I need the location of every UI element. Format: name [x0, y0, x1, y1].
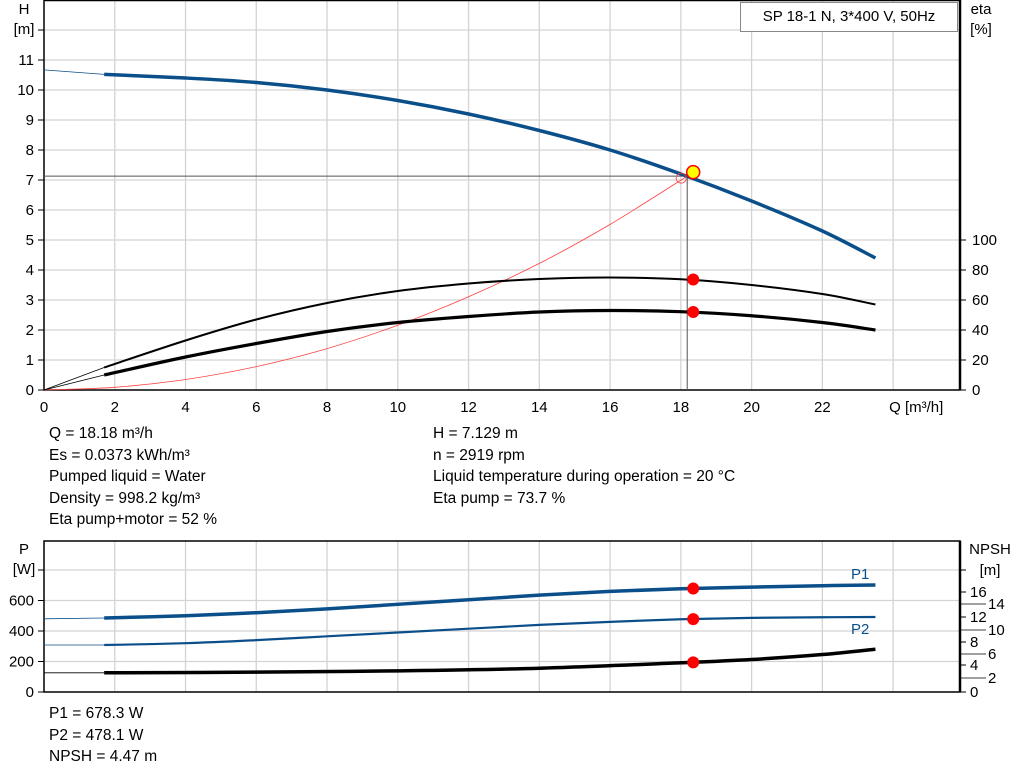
info-eta-total: Eta pump+motor = 52 %	[49, 511, 218, 528]
y2-tick-label: 40	[972, 322, 989, 339]
p1-curve	[104, 583, 876, 620]
y2-axis-label: eta	[971, 1, 993, 18]
y-tick-label: 7	[26, 172, 34, 189]
p1-marker	[687, 582, 700, 595]
npsh-tick-label: 12	[970, 609, 987, 626]
info-npsh: NPSH = 4.47 m	[49, 748, 158, 765]
eta-total-marker	[687, 306, 700, 318]
eta-pump-marker	[687, 273, 700, 286]
x-tick-label: 14	[531, 399, 548, 416]
y-tick-label: 1	[26, 352, 34, 369]
x-tick-label: 4	[181, 399, 189, 416]
x-tick-label: 6	[252, 399, 260, 416]
x-tick-label: 18	[672, 399, 689, 416]
y2-axis-unit: [%]	[970, 21, 992, 38]
eta-pump-motor-curve	[103, 308, 876, 377]
y2-tick-label: 20	[972, 352, 989, 369]
y2-tick-label: 80	[972, 262, 989, 279]
x-tick-label: 0	[40, 399, 48, 416]
p2-curve	[104, 615, 876, 647]
p2-curve-label: P2	[851, 621, 869, 638]
y-tick-label: 2	[26, 322, 34, 339]
npsh-tick-label: 6	[988, 646, 996, 663]
x-tick-label: 16	[602, 399, 619, 416]
npsh-tick-label: 8	[970, 634, 978, 651]
eta-pump-curve	[103, 276, 876, 369]
p1-curve-extension	[43, 617, 105, 620]
npsh-tick-label: 0	[970, 684, 978, 701]
info-bottom: P1 = 678.3 W P2 = 478.1 W NPSH = 4.47 m	[49, 703, 157, 768]
npsh-tick-label: 2	[988, 670, 996, 687]
y-axis-unit: [m]	[14, 21, 35, 38]
info-temp: Liquid temperature during operation = 20…	[433, 468, 736, 485]
p-axis-label: P	[19, 541, 29, 558]
eta-pump-motor-curve-extension	[43, 374, 105, 391]
x-tick-label: 8	[323, 399, 331, 416]
info-liquid: Pumped liquid = Water	[49, 468, 206, 485]
info-q: Q = 18.18 m³/h	[49, 425, 153, 442]
y-tick-label: 11	[18, 52, 34, 69]
y2-tick-label: 100	[972, 232, 997, 249]
info-p1: P1 = 678.3 W	[49, 705, 144, 722]
info-left: Q = 18.18 m³/h Es = 0.0373 kWh/m³ Pumped…	[49, 423, 217, 531]
y-tick-label: 8	[26, 142, 34, 159]
y2-tick-label: 60	[972, 292, 989, 309]
npsh-tick-label: 14	[988, 596, 1005, 613]
x-tick-label: 22	[814, 399, 831, 416]
y-tick-label: 0	[26, 382, 34, 399]
info-density: Density = 998.2 kg/m³	[49, 489, 201, 507]
info-es: Es = 0.0373 kWh/m³	[49, 446, 190, 464]
x-tick-label: 2	[111, 399, 119, 416]
x-tick-label: 12	[460, 399, 477, 416]
info-h: H = 7.129 m	[433, 425, 518, 442]
x-axis-label: Q [m³/h]	[889, 399, 943, 416]
y-tick-label: 9	[26, 112, 34, 129]
y-tick-label: 5	[26, 232, 34, 249]
npsh-curve	[104, 647, 876, 675]
y-tick-label: 10	[17, 82, 34, 99]
p-tick-label: 600	[9, 593, 34, 610]
p-tick-label: 0	[26, 684, 34, 701]
info-eta-pump: Eta pump = 73.7 %	[433, 489, 566, 507]
y-tick-label: 3	[26, 292, 34, 309]
p-tick-label: 200	[9, 654, 34, 671]
info-right: H = 7.129 m n = 2919 rpm Liquid temperat…	[433, 423, 735, 509]
p1-curve-label: P1	[851, 566, 869, 583]
p2-marker	[687, 613, 700, 626]
npsh-axis-label: NPSH	[969, 541, 1011, 558]
eta-pump-curve-extension	[43, 367, 105, 391]
info-p2: P2 = 478.1 W	[49, 726, 144, 744]
y-tick-label: 6	[26, 202, 34, 219]
system-curve-end-marker	[675, 172, 687, 184]
system-curve	[43, 175, 688, 391]
npsh-tick-label: 16	[970, 584, 987, 601]
npsh-axis-unit: [m]	[980, 562, 1001, 579]
pump-legend: SP 18-1 N, 3*400 V, 50Hz	[740, 2, 958, 32]
p-tick-label: 400	[9, 623, 34, 640]
x-tick-label: 10	[389, 399, 406, 416]
info-n: n = 2919 rpm	[433, 446, 525, 464]
npsh-tick-label: 10	[988, 622, 1005, 639]
y2-tick-label: 0	[972, 382, 980, 399]
p-axis-unit: [W]	[13, 561, 36, 578]
x-tick-label: 20	[743, 399, 760, 416]
head-curve-extension	[43, 69, 105, 75]
y-tick-label: 4	[26, 262, 34, 279]
head-curve	[104, 72, 877, 260]
y-axis-label: H	[19, 1, 30, 18]
npsh-marker	[687, 656, 700, 669]
npsh-tick-label: 4	[970, 657, 978, 674]
operating-point-marker	[685, 164, 701, 180]
